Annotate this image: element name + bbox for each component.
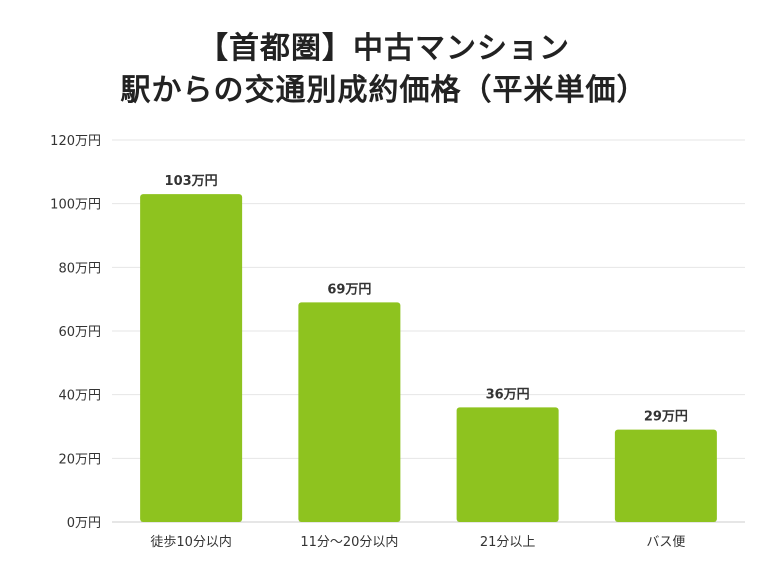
y-tick-label: 60万円 bbox=[58, 325, 101, 340]
bar bbox=[456, 407, 559, 522]
y-tick-label: 80万円 bbox=[58, 261, 101, 276]
x-category-label: バス便 bbox=[646, 535, 685, 550]
bar bbox=[140, 194, 243, 522]
y-tick-label: 0万円 bbox=[67, 516, 101, 531]
y-tick-label: 20万円 bbox=[58, 452, 101, 467]
y-tick-label: 120万円 bbox=[50, 134, 101, 149]
bar bbox=[298, 302, 401, 522]
chart-title-line-1: 【首都圏】中古マンション bbox=[198, 31, 570, 66]
bar bbox=[614, 429, 717, 522]
x-category-label: 21分以上 bbox=[480, 535, 536, 550]
x-axis-categories: 徒歩10分以内 11分～20分以内 21分以上 バス便 bbox=[150, 534, 685, 550]
y-tick-label: 100万円 bbox=[50, 198, 101, 213]
y-axis-ticks: 0万円 20万円 40万円 60万円 80万円 100万円 120万円 bbox=[50, 134, 101, 531]
data-labels: 103万円 69万円 36万円 29万円 bbox=[165, 174, 688, 425]
bar-value-label: 69万円 bbox=[327, 282, 371, 297]
x-category-label: 徒歩10分以内 bbox=[150, 534, 232, 550]
x-category-label: 11分～20分以内 bbox=[300, 534, 398, 550]
bar-value-label: 29万円 bbox=[644, 410, 688, 425]
y-tick-label: 40万円 bbox=[58, 389, 101, 404]
chart-title-line-2: 駅からの交通別成約価格（平米単価） bbox=[120, 73, 648, 108]
chart-title: 【首都圏】中古マンション 駅からの交通別成約価格（平米単価） bbox=[0, 28, 768, 112]
bars bbox=[140, 194, 717, 522]
bar-value-label: 36万円 bbox=[486, 387, 530, 402]
bar-value-label: 103万円 bbox=[165, 174, 218, 189]
